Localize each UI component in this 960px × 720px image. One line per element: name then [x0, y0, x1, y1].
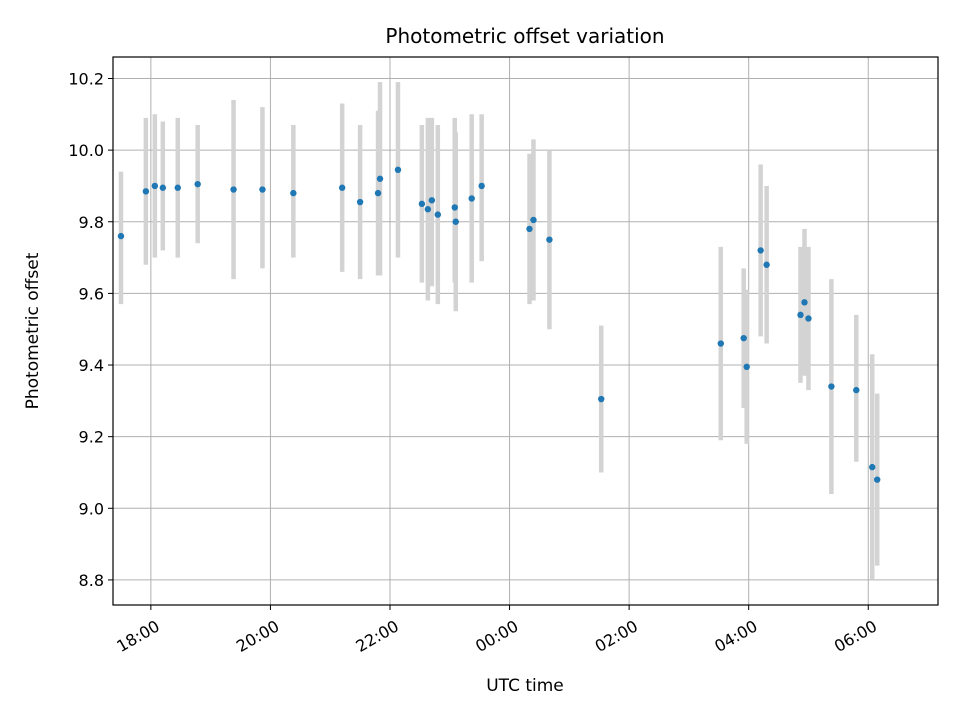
- data-point: [805, 315, 812, 322]
- data-point: [142, 188, 150, 195]
- data-point: [801, 299, 808, 306]
- data-point: [598, 395, 605, 403]
- data-point: [174, 184, 181, 191]
- y-tick-label: 10.2: [68, 69, 104, 88]
- data-point: [478, 182, 485, 190]
- data-point: [424, 206, 432, 213]
- data-point: [828, 383, 835, 390]
- y-tick-label: 9.4: [79, 356, 104, 375]
- data-point: [159, 184, 167, 191]
- y-tick-label: 9.0: [79, 499, 104, 518]
- data-point: [526, 225, 533, 233]
- data-point: [290, 189, 297, 197]
- data-point: [394, 166, 402, 174]
- y-tick-label: 10.0: [68, 141, 104, 160]
- data-point: [757, 247, 764, 254]
- y-tick-label: 9.8: [79, 213, 104, 232]
- y-tick-label: 8.8: [79, 571, 104, 590]
- data-point: [376, 175, 384, 182]
- data-point: [356, 198, 364, 206]
- data-point: [869, 463, 876, 471]
- data-point: [428, 197, 436, 204]
- data-point: [117, 232, 125, 240]
- data-point: [434, 211, 442, 218]
- data-point: [717, 340, 724, 347]
- data-point: [230, 186, 237, 193]
- data-point: [194, 180, 201, 188]
- data-point: [797, 311, 804, 319]
- y-tick-label: 9.2: [79, 428, 104, 447]
- data-point: [259, 186, 266, 193]
- data-point: [451, 204, 458, 211]
- data-point: [452, 218, 459, 225]
- data-point: [151, 182, 159, 190]
- data-point: [468, 195, 475, 202]
- data-point: [853, 386, 860, 394]
- y-axis: 8.8 9.0 9.2 9.4 9.6 9.8 10.0 10.2: [68, 69, 113, 590]
- x-axis-title: UTC time: [486, 676, 564, 696]
- data-point: [743, 363, 750, 371]
- data-point: [418, 200, 426, 208]
- y-tick-label: 9.6: [79, 284, 104, 303]
- data-point: [763, 261, 770, 268]
- data-point: [874, 476, 881, 483]
- data-point: [530, 216, 537, 224]
- data-point: [338, 184, 346, 191]
- data-point: [546, 236, 553, 243]
- plot-frame: [112, 56, 939, 606]
- y-axis-title: Photometric offset: [23, 252, 43, 409]
- chart-title: Photometric offset variation: [385, 24, 664, 48]
- data-point: [740, 334, 747, 342]
- data-point: [374, 189, 382, 197]
- data-points: [117, 166, 881, 483]
